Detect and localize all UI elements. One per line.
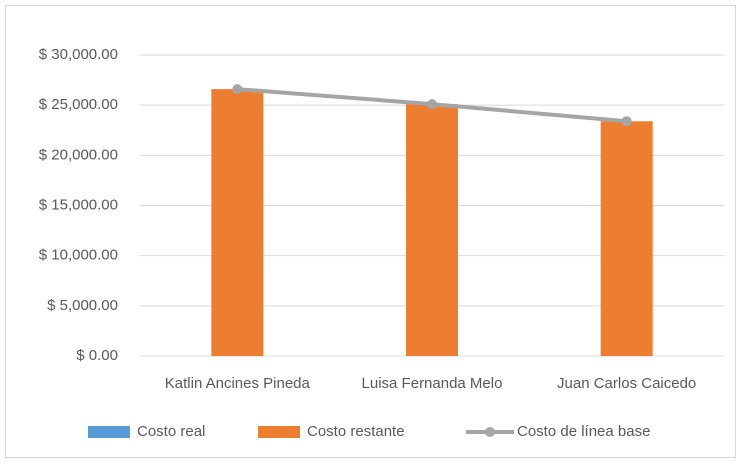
bar	[600, 121, 653, 356]
legend-swatch	[258, 426, 300, 438]
x-tick-label: Luisa Fernanda Melo	[362, 375, 503, 392]
legend-label: Costo restante	[307, 423, 405, 440]
x-tick-label: Katlin Ancines Pineda	[165, 375, 311, 392]
y-tick-label: $ 15,000.00	[39, 196, 118, 213]
line-marker	[427, 99, 437, 110]
y-tick-label: $ 20,000.00	[39, 146, 118, 163]
legend-label: Costo de línea base	[517, 423, 650, 440]
x-tick-label: Juan Carlos Caicedo	[557, 375, 696, 392]
line-marker	[621, 116, 632, 127]
legend-swatch	[88, 426, 130, 438]
line-marker	[232, 84, 243, 95]
bar	[211, 89, 264, 356]
y-tick-label: $ 30,000.00	[39, 46, 118, 63]
bar	[406, 104, 458, 356]
y-tick-label: $ 0.00	[76, 347, 118, 364]
legend-marker	[485, 427, 495, 437]
y-tick-label: $ 25,000.00	[39, 96, 118, 113]
y-tick-label: $ 10,000.00	[39, 247, 118, 264]
legend-label: Costo real	[137, 423, 205, 440]
y-tick-label: $ 5,000.00	[47, 297, 118, 314]
